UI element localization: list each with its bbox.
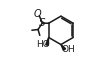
Polygon shape (46, 37, 49, 45)
Text: OH: OH (61, 45, 75, 54)
Text: S: S (39, 18, 46, 28)
Text: O: O (34, 9, 41, 19)
Polygon shape (61, 45, 66, 50)
Text: HO: HO (36, 40, 50, 49)
